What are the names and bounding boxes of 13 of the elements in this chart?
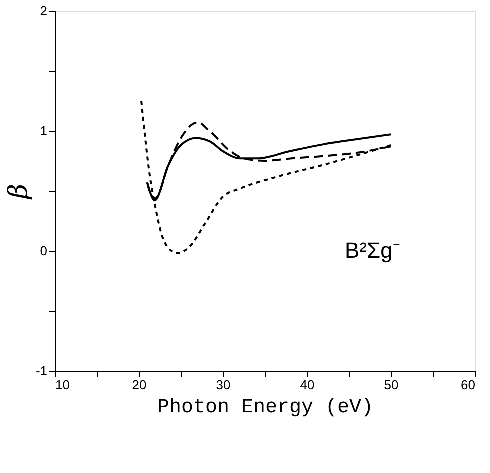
x-tick-label: 10	[56, 378, 70, 392]
x-tick-label: 50	[384, 378, 399, 392]
x-tick-label: 60	[461, 378, 476, 392]
y-tick-label: -1	[36, 364, 48, 378]
y-tick-label: 1	[40, 124, 48, 138]
y-axis-title: β	[4, 184, 34, 200]
y-tick-label: 2	[40, 4, 48, 18]
y-tick-label: 0	[40, 244, 48, 258]
x-tick-label: 30	[216, 378, 231, 392]
x-tick-label: 20	[132, 378, 147, 392]
x-axis-title: Photon Energy (eV)	[157, 396, 374, 420]
annotation: B²Σg⁻	[345, 238, 400, 263]
x-tick-label: 40	[300, 378, 315, 392]
